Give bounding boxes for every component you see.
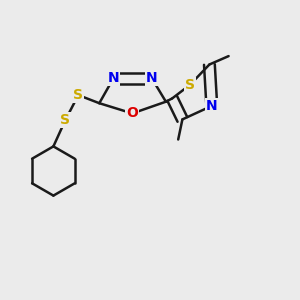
Text: S: S xyxy=(60,113,70,127)
Text: S: S xyxy=(185,78,195,92)
Text: S: S xyxy=(73,88,83,102)
Text: O: O xyxy=(126,106,138,120)
Text: N: N xyxy=(146,71,158,85)
Text: N: N xyxy=(206,99,218,113)
Text: N: N xyxy=(108,71,119,85)
